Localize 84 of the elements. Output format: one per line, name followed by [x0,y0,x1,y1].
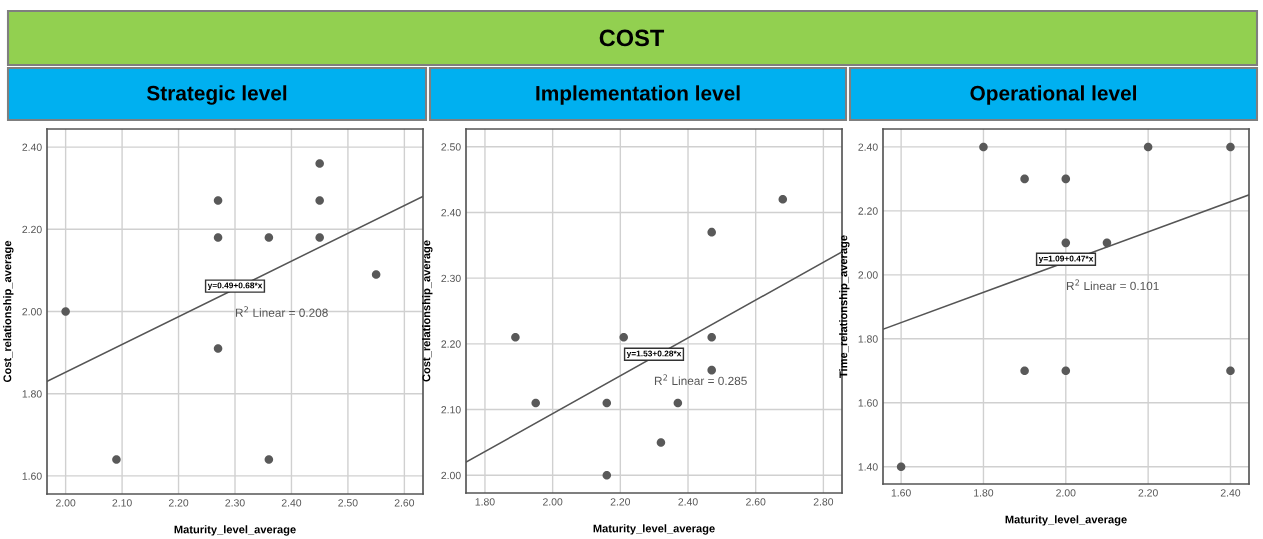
annotation: R$^{2}$ Linear = 0.101 [1066,279,1159,291]
x-tick-label: 1.80 [475,498,495,506]
y-axis-title: Cost_relationship_average [3,240,14,383]
y-tick-label: 2.20 [858,207,878,215]
y-tick-label: 2.50 [441,143,461,151]
x-tick-label: 2.00 [1056,489,1076,497]
point [61,307,70,316]
y-tick-label: 2.10 [441,406,461,414]
annotation: y=1.53+0.28*x [626,350,682,359]
x-tick-label: 2.20 [1138,489,1158,497]
point [1143,142,1153,152]
y-tick-label: 2.20 [22,225,42,234]
point [315,196,324,205]
point [707,227,716,237]
y-tick-label: 2.40 [22,143,42,151]
point [707,333,716,342]
y-tick-label: 2.00 [441,471,461,480]
x-tick-label: 2.00 [543,498,563,506]
x-axis-title: Maturity_level_average [1005,515,1127,526]
point [1020,366,1029,376]
x-tick-label: 2.10 [112,499,132,507]
chart-title: Operational level [970,85,1136,105]
point [315,159,324,168]
x-axis-title: Maturity_level_average [174,525,296,536]
x-tick-label: 2.20 [168,499,189,507]
point [213,344,223,353]
point [1226,142,1235,152]
point [1102,238,1112,248]
point [511,333,520,342]
point [371,270,381,279]
y-tick-label: 2.30 [441,274,461,283]
x-tick-label: 1.60 [891,489,911,497]
x-tick-label: 2.40 [1220,489,1241,497]
y-tick-label: 2.40 [858,143,878,151]
chart-title: Strategic level [146,85,287,105]
annotation: R$^{2}$ Linear = 0.285 [654,374,747,386]
x-tick-label: 2.60 [746,498,766,506]
point [602,470,612,480]
point [673,398,683,408]
x-tick-label: 2.40 [678,498,698,506]
y-axis-title: Time_relationship_average [839,235,850,378]
x-tick-label: 1.80 [974,489,994,497]
x-axis-title: Maturity_level_average [593,524,715,535]
annotation: y=0.49+0.68*x [207,282,263,290]
x-tick-label: 2.60 [394,499,415,507]
x-tick-label: 2.50 [338,499,358,507]
x-tick-label: 2.20 [610,498,631,506]
point [896,462,906,472]
y-tick-label: 1.60 [858,399,878,407]
point [979,142,988,152]
y-tick-label: 2.20 [441,340,461,348]
y-tick-label: 1.60 [22,472,42,480]
y-axis-title: Cost_relationship_average [422,240,433,382]
point [531,398,540,408]
y-tick-label: 2.00 [22,308,42,316]
text: COST [599,29,665,47]
x-tick-label: 2.80 [813,498,834,506]
point [264,233,274,242]
point [264,455,274,464]
annotation: y=1.09+0.47*x [1038,255,1094,264]
point [602,398,612,408]
y-tick-label: 1.40 [858,463,878,471]
point [1061,174,1071,184]
point [315,233,324,242]
x-tick-label: 2.30 [225,499,245,507]
point [213,196,223,205]
annotation: R$^{2}$ Linear = 0.208 [235,306,328,317]
y-tick-label: 2.00 [858,271,878,279]
point [656,438,666,447]
point [1020,174,1029,184]
y-tick-label: 2.40 [441,208,461,217]
point [619,333,628,342]
y-tick-label: 1.80 [858,335,878,343]
x-tick-label: 2.00 [56,499,76,507]
point [213,233,223,242]
y-tick-label: 1.80 [22,390,42,398]
point [778,195,788,204]
point [1061,238,1071,248]
point [1061,366,1071,376]
x-tick-label: 2.40 [281,499,302,507]
chart-title: Implementation level [536,85,740,105]
point [1226,366,1235,376]
point [112,455,121,464]
point [707,365,716,375]
